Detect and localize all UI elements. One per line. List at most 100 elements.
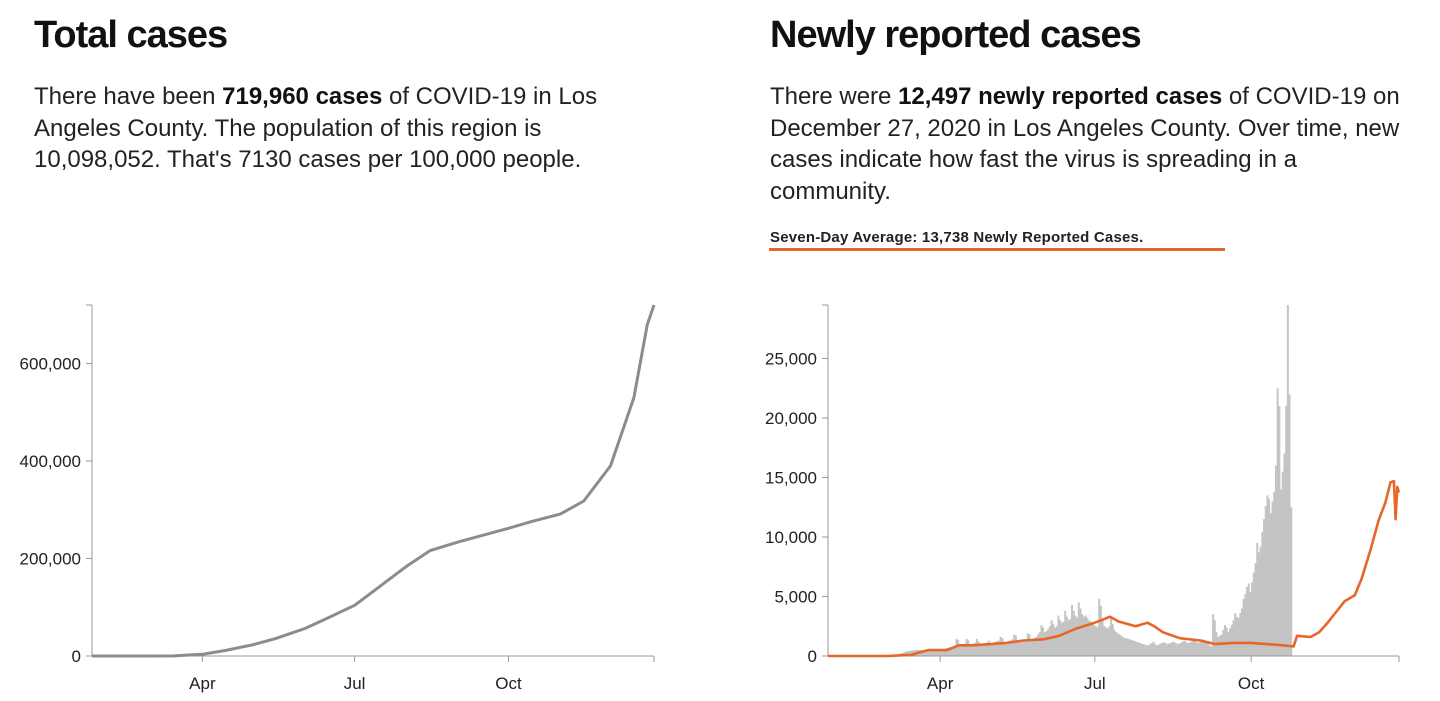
daily-bar [977,641,980,656]
daily-bar [1269,513,1272,656]
daily-bar [1110,617,1113,656]
x-tick-label: Oct [495,674,522,693]
daily-bar [1201,639,1204,656]
daily-bar [1276,388,1279,656]
daily-bar [1181,641,1184,656]
daily-bar [1031,639,1034,656]
daily-bar [1098,598,1101,656]
daily-bar [935,649,938,656]
daily-bar [1244,594,1247,656]
daily-bar [1088,620,1091,656]
daily-bar [1205,641,1208,656]
daily-bar [1254,563,1257,656]
daily-bar [1018,641,1021,656]
total-cases-chart: 0 200,000 400,000 600,000 Apr Jul Oct [20,304,656,693]
daily-bar [1286,305,1289,656]
daily-bar [1154,644,1157,656]
daily-bar [933,650,936,656]
daily-bar [1193,639,1196,656]
daily-bar [1230,625,1233,656]
x-tick-label: Jul [344,674,366,693]
daily-bar [1096,627,1099,656]
daily-bar [974,642,977,656]
daily-bar [1045,631,1048,656]
daily-bar [1147,645,1150,656]
daily-bar [1263,519,1266,656]
daily-bar [1152,641,1155,656]
daily-bar [909,650,912,656]
daily-bar [972,643,975,656]
daily-bar [1176,644,1179,656]
daily-bar [1116,633,1119,656]
daily-bar [1191,640,1194,656]
daily-bar [953,646,956,656]
daily-bar [1120,635,1123,656]
total-cases-text-pre: There have been [34,83,223,110]
daily-bar [1259,546,1262,656]
daily-bar [963,643,966,656]
daily-bar [1062,621,1065,656]
daily-bar [1123,638,1126,656]
daily-bar [960,645,963,656]
daily-bar [957,639,960,656]
y-tick-label: 400,000 [20,452,81,471]
daily-bar [1252,572,1255,656]
daily-bar [1268,498,1271,656]
total-cases-panel: Total cases There have been 719,960 case… [20,14,656,693]
daily-bar [1195,641,1198,656]
y-tick-label: 200,000 [20,550,81,569]
x-tick-label: Apr [927,674,954,693]
daily-bar [1072,610,1075,656]
daily-bar [967,640,970,656]
daily-bar [1055,626,1058,656]
daily-bar [1183,640,1186,656]
daily-bar [1149,644,1152,656]
y-tick-label: 25,000 [765,350,817,369]
daily-bar [1135,641,1138,656]
daily-bar [1016,640,1019,656]
daily-bar [1189,641,1192,656]
daily-bar [1171,642,1174,656]
total-cases-title: Total cases [34,14,228,56]
seven-day-average-line [828,479,1401,658]
daily-bar [1290,507,1293,656]
daily-bar [1067,620,1070,656]
daily-bar [950,647,953,656]
daily-bar [1206,642,1209,656]
daily-bar [1082,616,1085,656]
new-cases-description: There were 12,497 newly reported cases o… [770,81,1420,207]
daily-bar [1220,634,1223,656]
daily-bar [1042,627,1045,656]
daily-bar [936,650,939,656]
daily-bar [1218,635,1221,656]
daily-bar [965,638,968,656]
daily-bar [1118,634,1121,656]
daily-bar [945,648,948,656]
daily-bar [1271,501,1274,656]
daily-bar [1094,626,1097,656]
daily-bar [1162,642,1165,656]
daily-bar [1196,642,1199,656]
daily-bar [940,649,943,656]
total-cases-text-post: of COVID-19 in Los Angeles County. The p… [34,83,598,173]
y-tick-label: 20,000 [765,409,817,428]
new-cases-title: Newly reported cases [770,14,1142,56]
daily-bar [1130,639,1133,656]
daily-bar [1169,642,1172,656]
daily-bar [941,649,944,656]
daily-bar [926,649,929,656]
daily-bar [987,640,990,656]
daily-bar [1283,453,1286,656]
daily-bar [1122,636,1124,656]
daily-bar [1164,642,1167,656]
daily-bar [943,648,946,656]
daily-bar [1054,627,1057,656]
daily-bar [1021,640,1024,656]
daily-bar [1113,629,1116,656]
daily-bar [1079,608,1082,656]
daily-bar [1140,643,1143,656]
daily-bar [1060,622,1063,656]
daily-bar [1223,625,1226,656]
daily-bar [1288,394,1291,656]
daily-bar [1108,626,1111,656]
